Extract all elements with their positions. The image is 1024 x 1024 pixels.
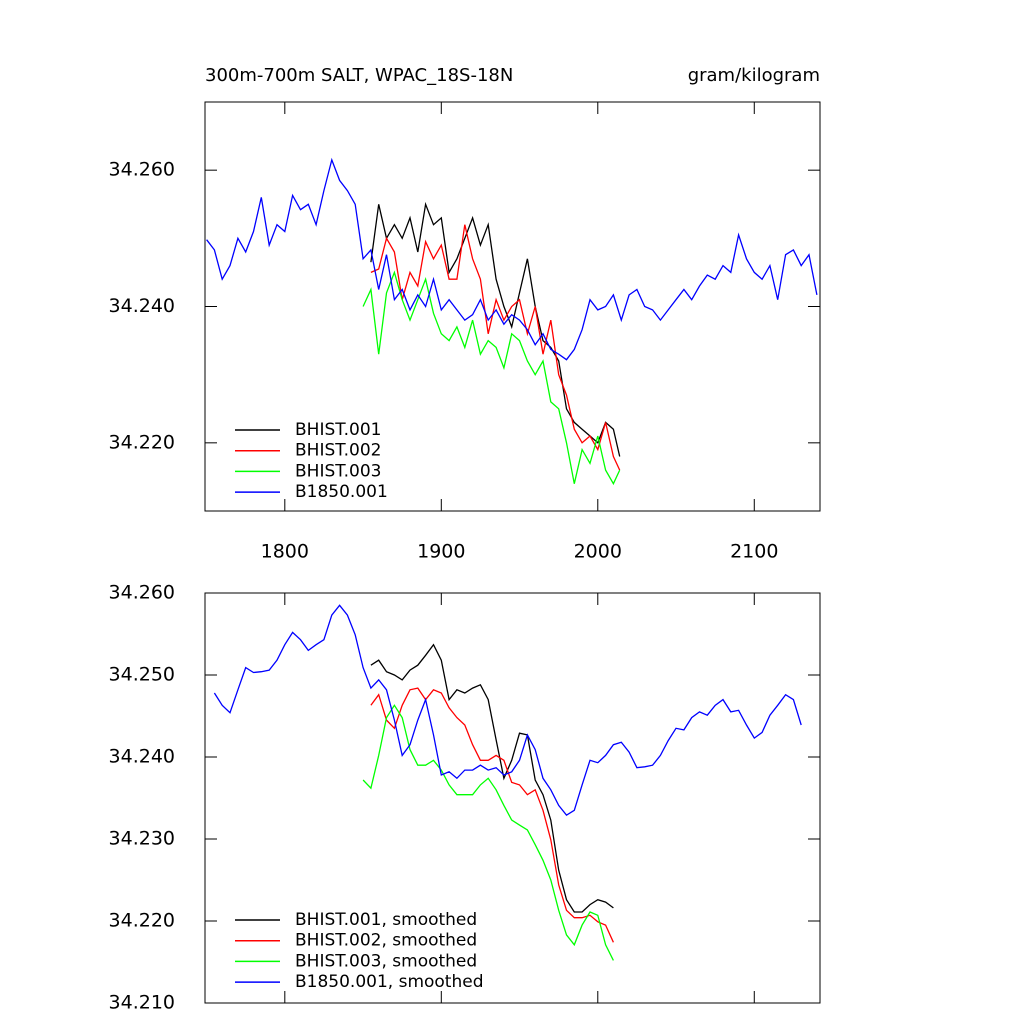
x-tick-label: 1800 bbox=[261, 541, 309, 563]
units-label: gram/kilogram bbox=[688, 65, 820, 86]
y-tick-label: 34.230 bbox=[109, 828, 175, 850]
y-tick-label: 34.240 bbox=[109, 295, 175, 317]
series-line bbox=[362, 270, 621, 486]
series-line bbox=[213, 604, 802, 817]
y-tick-label: 34.260 bbox=[109, 582, 175, 604]
x-tick-label: 1900 bbox=[417, 541, 465, 563]
legend-label: B1850.001 bbox=[295, 482, 388, 502]
series-line bbox=[370, 643, 614, 913]
series-line bbox=[206, 157, 818, 361]
series-line bbox=[362, 704, 614, 961]
y-tick-label: 34.260 bbox=[109, 159, 175, 181]
y-tick-label: 34.220 bbox=[109, 431, 175, 453]
legend-label: BHIST.002, smoothed bbox=[295, 931, 477, 951]
y-tick-label: 34.240 bbox=[109, 746, 175, 768]
x-tick-label: 2000 bbox=[574, 541, 622, 563]
legend-label: B1850.001, smoothed bbox=[295, 972, 484, 992]
y-tick-label: 34.250 bbox=[109, 664, 175, 686]
x-tick-label: 2100 bbox=[730, 541, 778, 563]
legend-label: BHIST.001, smoothed bbox=[295, 910, 477, 930]
legend-label: BHIST.001 bbox=[295, 420, 381, 440]
y-tick-label: 34.210 bbox=[109, 992, 175, 1014]
series-line bbox=[370, 687, 614, 943]
series-line bbox=[370, 224, 621, 471]
series-line bbox=[370, 201, 621, 457]
legend-label: BHIST.003 bbox=[295, 461, 381, 481]
legend-label: BHIST.002 bbox=[295, 441, 381, 461]
y-tick-label: 34.220 bbox=[109, 910, 175, 932]
plot-frame bbox=[204, 592, 821, 1004]
chart-title: 300m-700m SALT, WPAC_18S-18N bbox=[205, 65, 513, 86]
legend-label: BHIST.003, smoothed bbox=[295, 951, 477, 971]
